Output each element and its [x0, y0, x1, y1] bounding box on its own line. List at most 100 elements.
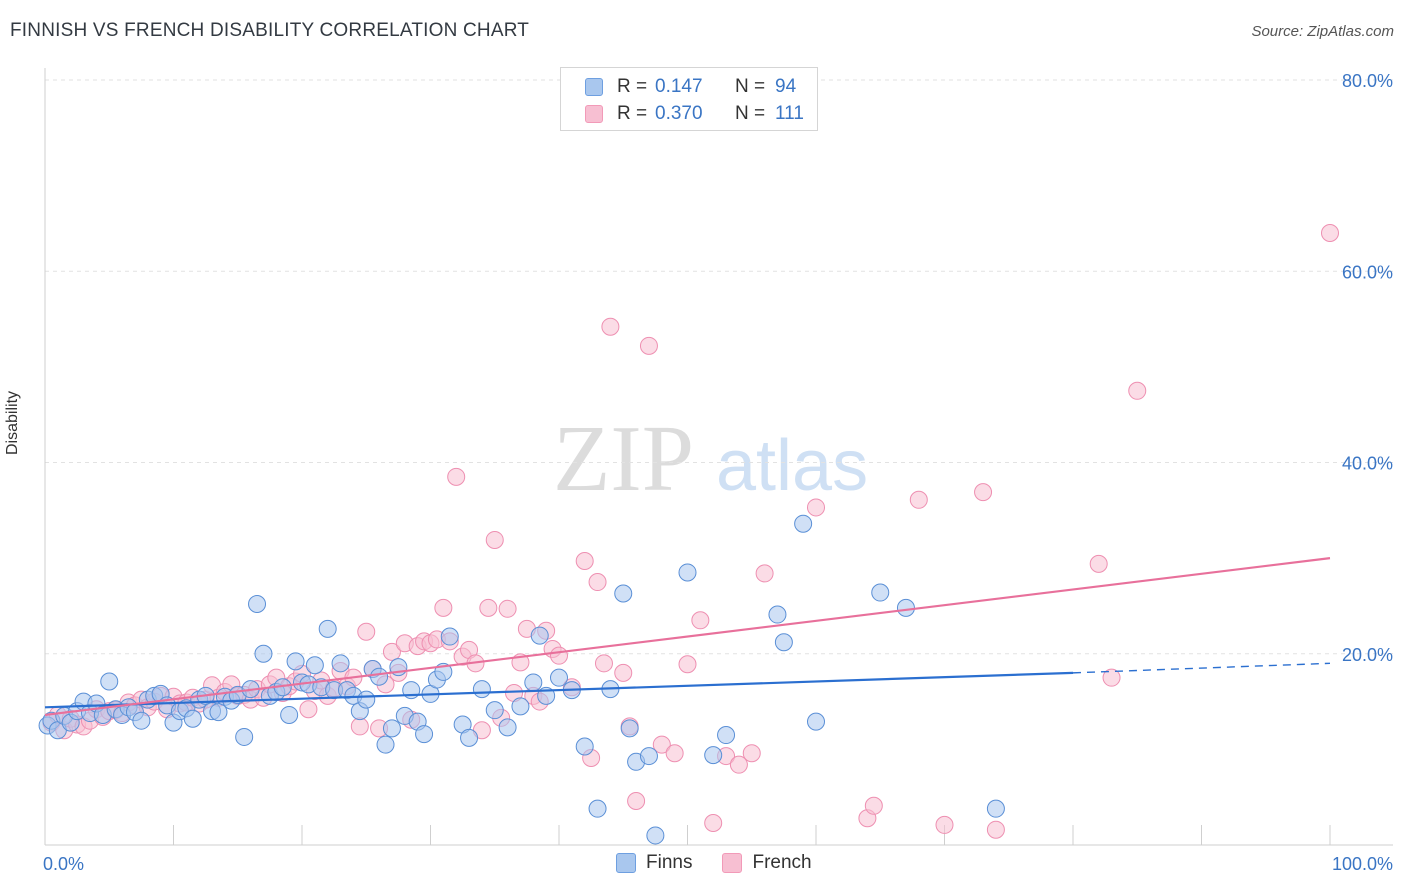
finns-point	[415, 725, 434, 744]
legend-row-french: R = 0.370 N = 111	[585, 101, 804, 127]
french-point	[485, 530, 504, 549]
french-trend-line	[44, 557, 1331, 717]
finns-point	[620, 719, 639, 738]
finns-point	[248, 595, 267, 614]
y-tick-label: 60.0%	[1342, 262, 1393, 282]
series-label-french: French	[752, 852, 812, 873]
legend-swatch-finns	[585, 78, 603, 96]
grid-lines	[45, 79, 1393, 655]
french-point	[575, 551, 594, 570]
watermark-zip: ZIP	[553, 407, 694, 511]
chart-title: FINNISH VS FRENCH DISABILITY CORRELATION…	[10, 20, 530, 41]
french-point	[550, 646, 568, 665]
french-point	[935, 815, 954, 834]
series-legend-french: French	[722, 852, 812, 874]
series-legend: Finns French	[616, 852, 842, 874]
series-legend-finns: Finns	[616, 852, 692, 874]
french-point	[498, 599, 517, 618]
french-point	[729, 755, 748, 774]
finns-point	[382, 719, 401, 738]
finns-point	[511, 697, 530, 716]
finns-point	[639, 747, 658, 766]
french-point	[639, 336, 658, 355]
french-point	[807, 498, 825, 517]
finns-point	[440, 627, 459, 646]
finns-point	[896, 598, 915, 617]
source-credit: Source: ZipAtlas.com	[1251, 23, 1394, 40]
finns-point	[986, 799, 1005, 818]
finns-point	[575, 737, 594, 756]
finns-trend-extension	[1072, 662, 1331, 674]
finns-point	[614, 584, 633, 603]
y-tick-label: 20.0%	[1342, 645, 1393, 665]
series-swatch-finns	[616, 853, 636, 873]
finns-point	[331, 654, 350, 673]
finns-point	[305, 656, 324, 675]
y-tick-label: 40.0%	[1342, 454, 1393, 474]
french-point	[350, 717, 369, 736]
finns-point	[132, 711, 151, 730]
legend-row-finns: R = 0.147 N = 94	[585, 74, 796, 100]
finns-point	[286, 652, 305, 671]
finns-point	[704, 746, 723, 765]
series-swatch-french	[722, 853, 743, 873]
finns-point	[357, 690, 376, 709]
finns-point	[318, 619, 337, 638]
french-point	[974, 483, 993, 502]
finns-point	[209, 703, 228, 722]
french-point	[594, 654, 613, 673]
finns-point	[588, 799, 607, 818]
finns-point	[678, 563, 697, 582]
french-point	[1321, 224, 1339, 242]
y-tick-label: 80.0%	[1342, 71, 1393, 91]
legend-n-label: N =	[735, 103, 766, 124]
finns-point	[280, 705, 299, 724]
french-point	[1128, 381, 1147, 400]
watermark-atlas: atlas	[716, 426, 868, 506]
finns-point	[183, 709, 202, 728]
x-tick-label: 0.0%	[43, 854, 84, 874]
french-point	[447, 467, 466, 486]
finns-trend-line	[44, 671, 1074, 709]
french-point	[652, 735, 671, 754]
finns-point	[485, 701, 504, 720]
french-point	[986, 820, 1005, 839]
french-point	[627, 792, 646, 811]
finns-point	[794, 514, 813, 533]
axes	[44, 68, 1393, 846]
tick-labels: 20.0% 40.0% 60.0% 80.0% 0.0% 100.0%	[43, 71, 1393, 874]
french-point	[357, 622, 376, 641]
watermark: ZIP atlas	[553, 407, 868, 511]
french-point	[299, 700, 318, 719]
finns-point	[871, 583, 890, 602]
french-point	[678, 655, 697, 674]
finns-point	[254, 644, 273, 663]
finns-point	[774, 633, 793, 652]
finns-point	[768, 605, 787, 624]
finns-point	[807, 712, 825, 731]
finns-point	[376, 735, 395, 754]
legend-r-label: R =	[617, 76, 648, 97]
finns-point	[460, 728, 479, 747]
finns-point	[498, 718, 517, 737]
series-label-finns: Finns	[646, 852, 693, 873]
legend-r-value: 0.370	[655, 103, 703, 124]
french-point	[588, 573, 607, 592]
finns-point	[646, 826, 665, 845]
french-point	[382, 642, 401, 661]
finns-point	[717, 726, 736, 745]
correlation-legend: R = 0.147 N = 94 R = 0.370 N = 111	[560, 67, 818, 131]
legend-r-value: 0.147	[655, 76, 703, 97]
finns-points	[38, 514, 1005, 845]
french-point	[1102, 668, 1121, 687]
legend-n-value: 94	[775, 76, 797, 97]
french-point	[614, 663, 633, 682]
x-tick-label: 100.0%	[1332, 854, 1393, 874]
french-point	[704, 814, 723, 833]
french-point	[665, 744, 684, 763]
french-point	[755, 564, 774, 583]
french-point	[691, 611, 710, 630]
finns-point	[100, 672, 119, 691]
finns-point	[472, 680, 491, 699]
